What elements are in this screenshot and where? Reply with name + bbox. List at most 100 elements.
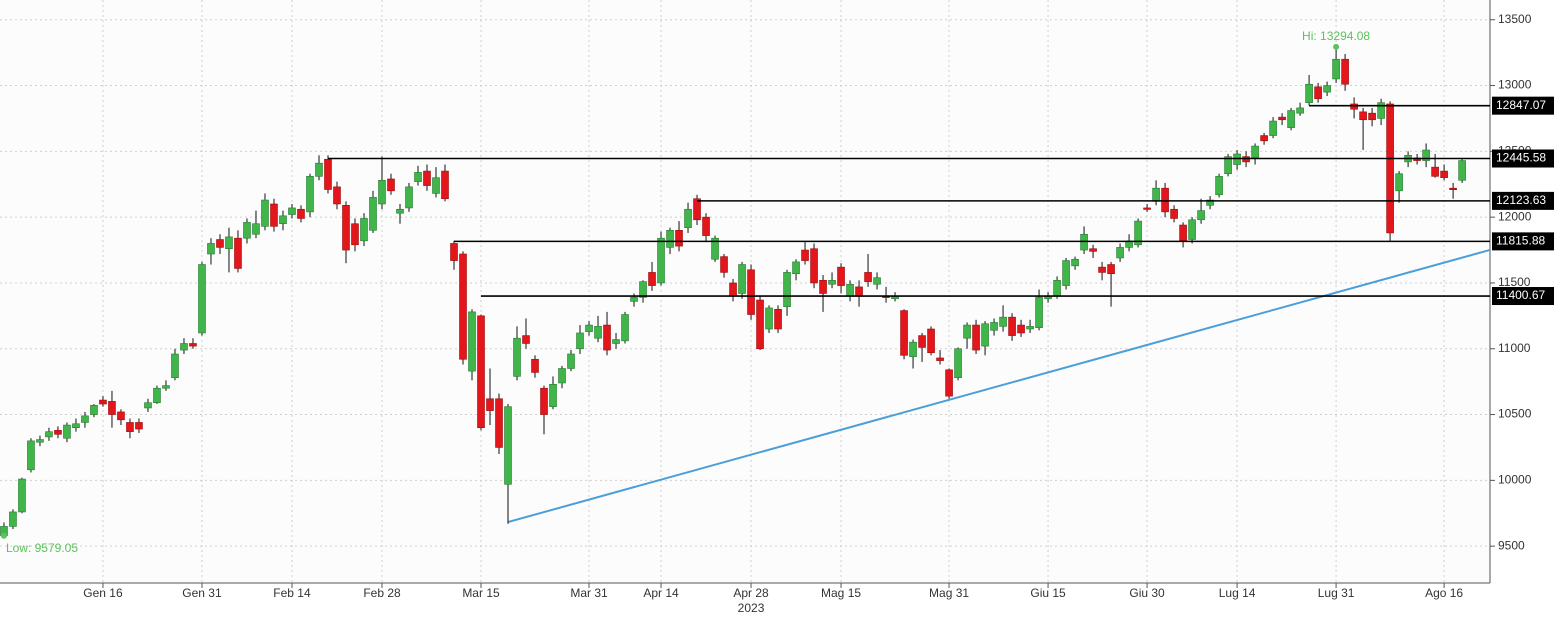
candle-body bbox=[1197, 210, 1205, 221]
candle-body bbox=[1314, 86, 1322, 100]
level-label: 11815.88 bbox=[1496, 234, 1545, 248]
candle-body bbox=[198, 264, 206, 334]
candle-body bbox=[234, 237, 242, 269]
candle-body bbox=[459, 253, 467, 360]
candle-body bbox=[972, 324, 980, 351]
candle-body bbox=[1143, 207, 1151, 210]
candle-body bbox=[495, 398, 503, 448]
level-label: 12847.07 bbox=[1496, 98, 1546, 112]
candle-body bbox=[1368, 112, 1376, 121]
candle-body bbox=[774, 308, 782, 330]
candle-body bbox=[99, 399, 107, 405]
candle-body bbox=[1278, 116, 1286, 121]
candle-body bbox=[1098, 266, 1106, 273]
candle-body bbox=[333, 186, 341, 205]
candle-body bbox=[1224, 156, 1232, 175]
x-tick-label: Feb 28 bbox=[363, 586, 401, 600]
candle-body bbox=[315, 162, 323, 177]
candle-body bbox=[9, 511, 17, 527]
candle-body bbox=[558, 368, 566, 384]
candle-body bbox=[306, 176, 314, 213]
year-label: 2023 bbox=[738, 601, 765, 615]
candle-body bbox=[1116, 247, 1124, 259]
candle-body bbox=[288, 207, 296, 215]
candle-body bbox=[72, 423, 80, 429]
candle-body bbox=[945, 369, 953, 397]
candle-body bbox=[423, 170, 431, 186]
x-tick-label: Mag 31 bbox=[929, 586, 969, 600]
candle-body bbox=[243, 222, 251, 239]
candle-body bbox=[792, 261, 800, 275]
candle-body bbox=[819, 280, 827, 294]
annotation-text: Hi: 13294.08 bbox=[1302, 29, 1370, 43]
candle-body bbox=[1152, 187, 1160, 202]
candle-body bbox=[1134, 220, 1142, 246]
candle-body bbox=[45, 431, 53, 438]
candle-body bbox=[36, 439, 44, 443]
y-tick-label: 10000 bbox=[1498, 473, 1532, 487]
candle-body bbox=[864, 272, 872, 282]
candle-body bbox=[1305, 83, 1313, 103]
candle-body bbox=[135, 422, 143, 430]
candle-body bbox=[414, 172, 422, 182]
candle-body bbox=[747, 269, 755, 315]
x-tick-label: Apr 28 bbox=[733, 586, 769, 600]
x-tick-label: Mar 15 bbox=[462, 586, 500, 600]
y-tick-label: 13000 bbox=[1498, 78, 1532, 92]
candle-body bbox=[162, 385, 170, 389]
candle-body bbox=[1332, 58, 1340, 80]
annotation-text: Low: 9579.05 bbox=[6, 541, 78, 555]
candle-body bbox=[1296, 107, 1304, 114]
y-tick-label: 11000 bbox=[1498, 341, 1531, 355]
candle-body bbox=[180, 343, 188, 351]
candle-body bbox=[153, 387, 161, 404]
candle-body bbox=[693, 198, 701, 221]
level-label-box bbox=[1492, 96, 1554, 115]
candle-body bbox=[810, 248, 818, 284]
candle-body bbox=[990, 322, 998, 331]
x-tick-label: Gen 31 bbox=[182, 586, 222, 600]
candle-body bbox=[54, 430, 62, 435]
level-label: 12123.63 bbox=[1496, 193, 1546, 207]
annotation-dot bbox=[1333, 43, 1340, 50]
candle-body bbox=[621, 314, 629, 342]
candle-body bbox=[1395, 173, 1403, 192]
candle-body bbox=[963, 324, 971, 339]
x-tick-label: Apr 14 bbox=[643, 586, 679, 600]
y-tick-label: 12000 bbox=[1498, 209, 1532, 223]
level-label-box bbox=[1492, 191, 1554, 210]
candle-body bbox=[1062, 260, 1070, 286]
candle-body bbox=[954, 348, 962, 378]
candle-body bbox=[855, 286, 863, 297]
candle-body bbox=[720, 256, 728, 273]
candle-body bbox=[1107, 264, 1115, 275]
candle-body bbox=[279, 215, 287, 225]
candle-body bbox=[1323, 85, 1331, 93]
candle-body bbox=[1188, 219, 1196, 240]
y-tick-label: 9500 bbox=[1498, 538, 1525, 552]
candle-body bbox=[918, 335, 926, 348]
annotation-dot bbox=[0, 532, 7, 539]
candle-body bbox=[549, 383, 557, 407]
candle-body bbox=[126, 422, 134, 432]
candle-body bbox=[576, 332, 584, 350]
level-label: 11400.67 bbox=[1496, 288, 1545, 302]
candle-body bbox=[1206, 199, 1214, 206]
candle-body bbox=[261, 199, 269, 227]
candle-body bbox=[765, 307, 773, 330]
candle-body bbox=[1422, 149, 1430, 161]
candle-body bbox=[603, 324, 611, 351]
candle-body bbox=[1341, 58, 1349, 85]
candle-body bbox=[378, 179, 386, 205]
candle-body bbox=[207, 243, 215, 255]
candle-body bbox=[981, 323, 989, 347]
candle-body bbox=[27, 440, 35, 471]
candle-body bbox=[252, 223, 260, 235]
candle-body bbox=[1449, 187, 1457, 190]
candle-body bbox=[828, 280, 836, 285]
candle-body bbox=[1287, 110, 1295, 128]
x-tick-label: Mar 31 bbox=[570, 586, 608, 600]
candle-body bbox=[1008, 316, 1016, 336]
candle-body bbox=[657, 237, 665, 284]
